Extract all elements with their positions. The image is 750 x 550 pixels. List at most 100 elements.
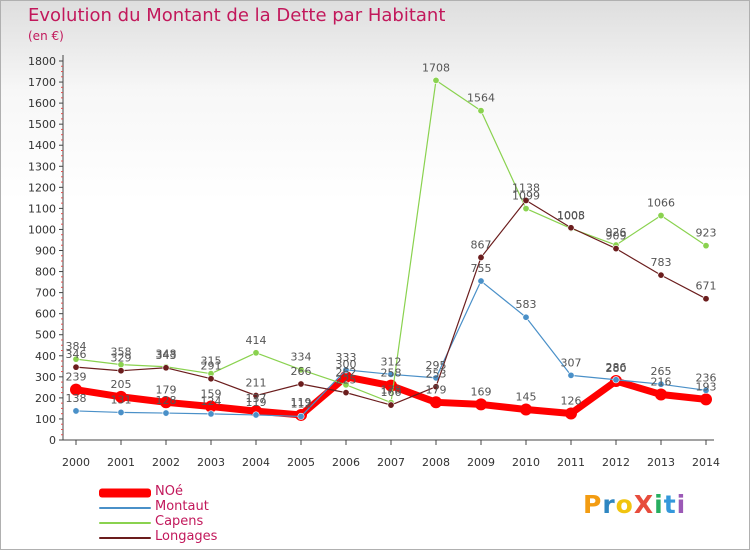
y-tick-label: 1200 bbox=[28, 181, 56, 194]
data-label: 783 bbox=[651, 256, 672, 269]
legend-label: NOé bbox=[155, 484, 183, 499]
data-label: 343 bbox=[156, 349, 177, 362]
y-tick-label: 1000 bbox=[28, 223, 56, 236]
data-label: 358 bbox=[111, 346, 132, 359]
data-label: 329 bbox=[111, 352, 132, 365]
data-label: 280 bbox=[606, 362, 627, 375]
data-point bbox=[612, 376, 620, 384]
data-point bbox=[522, 196, 530, 204]
data-point bbox=[115, 390, 127, 403]
data-point bbox=[160, 396, 172, 409]
data-point bbox=[702, 295, 710, 303]
data-label: 126 bbox=[561, 394, 582, 407]
data-label: 124 bbox=[201, 395, 222, 408]
data-point bbox=[297, 380, 305, 388]
data-label: 216 bbox=[651, 376, 672, 389]
data-label: 1138 bbox=[512, 181, 540, 194]
data-label: 1099 bbox=[512, 190, 540, 203]
data-label: 119 bbox=[291, 396, 312, 409]
y-tick-label: 1300 bbox=[28, 160, 56, 173]
data-point bbox=[70, 383, 82, 396]
data-point bbox=[162, 409, 170, 417]
data-label: 291 bbox=[201, 360, 222, 373]
data-label: 926 bbox=[606, 226, 627, 239]
y-tick-label: 900 bbox=[35, 245, 56, 258]
data-point bbox=[522, 205, 530, 213]
data-label: 119 bbox=[246, 396, 267, 409]
data-label: 1564 bbox=[467, 92, 495, 105]
data-point bbox=[432, 383, 440, 391]
logo-letter: P bbox=[583, 490, 603, 519]
data-point bbox=[430, 396, 442, 409]
y-tick-label: 600 bbox=[35, 308, 56, 321]
data-label: 179 bbox=[426, 383, 447, 396]
y-tick-label: 100 bbox=[35, 413, 56, 426]
logo-letter: X bbox=[633, 490, 655, 519]
data-point bbox=[657, 271, 665, 279]
data-point bbox=[522, 313, 530, 321]
data-label: 178 bbox=[381, 384, 402, 397]
data-point bbox=[252, 411, 260, 419]
y-tick-label: 1100 bbox=[28, 202, 56, 215]
logo-letter: o bbox=[615, 490, 634, 519]
data-point bbox=[342, 389, 350, 397]
data-label: 131 bbox=[111, 393, 132, 406]
data-label: 159 bbox=[201, 388, 222, 401]
data-label: 225 bbox=[336, 374, 357, 387]
x-tick-label: 2003 bbox=[197, 456, 225, 469]
data-label: 312 bbox=[381, 355, 402, 368]
data-point bbox=[655, 388, 667, 401]
data-point bbox=[117, 367, 125, 375]
legend-label: Longages bbox=[155, 529, 218, 544]
y-tick-label: 700 bbox=[35, 287, 56, 300]
data-point bbox=[477, 253, 485, 261]
data-label: 384 bbox=[66, 340, 87, 353]
x-tick-label: 2001 bbox=[107, 456, 135, 469]
logo-letter: i bbox=[654, 490, 664, 519]
data-label: 867 bbox=[471, 238, 492, 251]
data-point bbox=[162, 364, 170, 372]
y-tick-label: 1600 bbox=[28, 97, 56, 110]
data-point bbox=[567, 224, 575, 232]
proxiti-logo: ProXiti bbox=[583, 490, 686, 519]
data-point bbox=[297, 366, 305, 374]
y-tick-label: 1400 bbox=[28, 139, 56, 152]
data-label: 671 bbox=[696, 280, 717, 293]
legend-label: Montaut bbox=[155, 499, 209, 514]
data-point bbox=[72, 363, 80, 371]
y-tick-label: 200 bbox=[35, 392, 56, 405]
data-point bbox=[387, 401, 395, 409]
data-label: 128 bbox=[156, 394, 177, 407]
x-tick-label: 2011 bbox=[557, 456, 585, 469]
data-label: 923 bbox=[696, 227, 717, 240]
data-point bbox=[612, 245, 620, 253]
data-point bbox=[252, 349, 260, 357]
x-tick-label: 2012 bbox=[602, 456, 630, 469]
data-point bbox=[387, 370, 395, 378]
x-tick-label: 2010 bbox=[512, 456, 540, 469]
data-label: 307 bbox=[561, 356, 582, 369]
data-point bbox=[432, 76, 440, 84]
data-point bbox=[117, 408, 125, 416]
data-point bbox=[297, 412, 305, 420]
x-tick-label: 2007 bbox=[377, 456, 405, 469]
data-label: 414 bbox=[246, 334, 267, 347]
data-label: 166 bbox=[381, 386, 402, 399]
data-point bbox=[207, 375, 215, 383]
data-label: 205 bbox=[111, 378, 132, 391]
data-label: 909 bbox=[606, 230, 627, 243]
legend-label: Capens bbox=[155, 514, 204, 529]
data-label: 295 bbox=[426, 359, 447, 372]
data-point bbox=[657, 212, 665, 220]
chart-title: Evolution du Montant de la Dette par Hab… bbox=[28, 5, 446, 26]
data-label: 583 bbox=[516, 298, 537, 311]
data-label: 262 bbox=[336, 366, 357, 379]
y-tick-label: 800 bbox=[35, 266, 56, 279]
data-label: 1005 bbox=[557, 209, 585, 222]
data-label: 239 bbox=[66, 371, 87, 384]
data-label: 211 bbox=[246, 377, 267, 390]
data-label: 1708 bbox=[422, 61, 450, 74]
data-label: 346 bbox=[66, 348, 87, 361]
y-tick-label: 500 bbox=[35, 329, 56, 342]
